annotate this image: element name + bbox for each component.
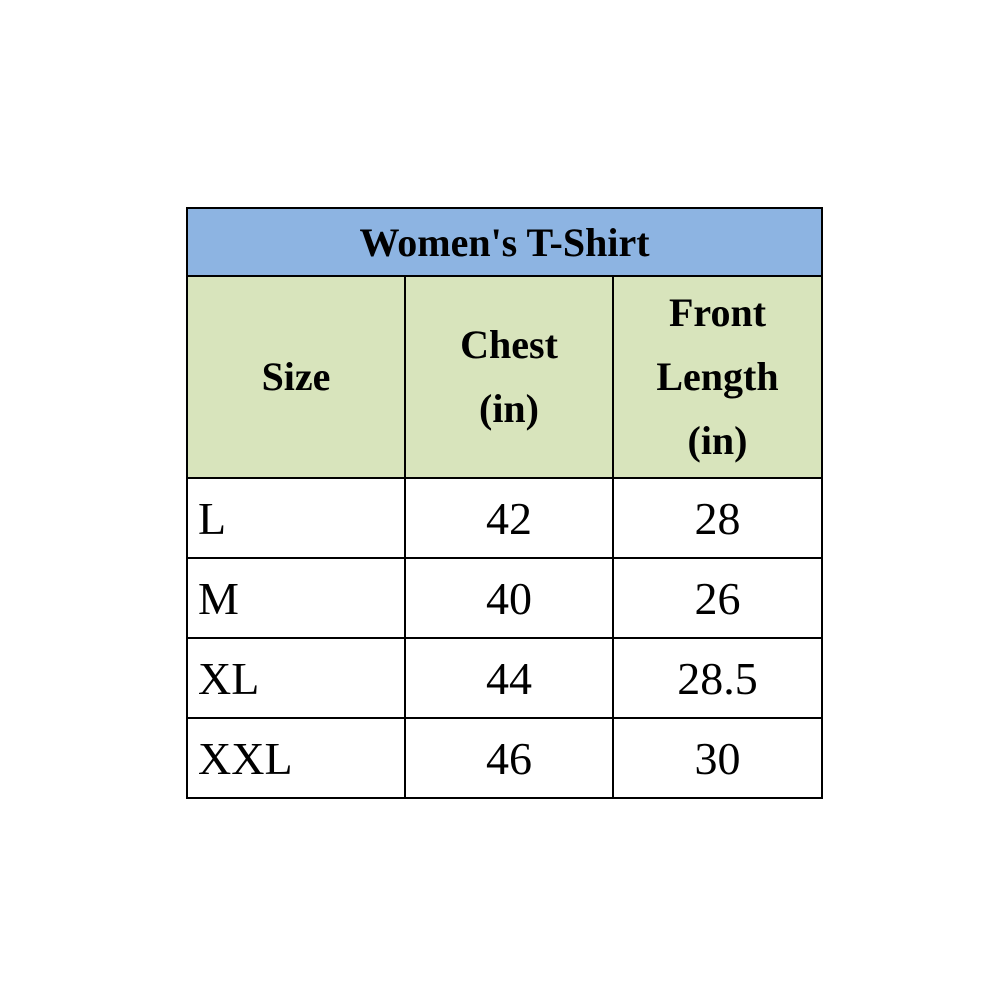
cell-chest: 46	[404, 717, 614, 799]
header-chest: Chest (in)	[404, 275, 614, 479]
header-size: Size	[186, 275, 406, 479]
cell-front-length: 30	[612, 717, 823, 799]
cell-chest: 40	[404, 557, 614, 639]
cell-chest: 44	[404, 637, 614, 719]
table-title: Women's T-Shirt	[186, 207, 823, 277]
cell-front-length: 28	[612, 477, 823, 559]
header-row: Size Chest (in) Front Length (in)	[186, 275, 823, 479]
size-chart-table: Women's T-Shirt Size Chest (in) Front Le…	[186, 207, 823, 799]
table-row: M 40 26	[186, 557, 823, 639]
table-row: XL 44 28.5	[186, 637, 823, 719]
cell-chest: 42	[404, 477, 614, 559]
header-front-length: Front Length (in)	[612, 275, 823, 479]
cell-front-length: 28.5	[612, 637, 823, 719]
header-chest-line: (in)	[479, 386, 539, 431]
table-row: L 42 28	[186, 477, 823, 559]
table-row: XXL 46 30	[186, 717, 823, 799]
cell-size: XL	[186, 637, 406, 719]
cell-size: L	[186, 477, 406, 559]
header-front-length-line: Front	[668, 290, 767, 335]
header-chest-line: Chest	[460, 322, 558, 367]
cell-front-length: 26	[612, 557, 823, 639]
cell-size: XXL	[186, 717, 406, 799]
header-front-length-line: Length	[656, 354, 779, 399]
header-front-length-line: (in)	[687, 418, 748, 463]
cell-size: M	[186, 557, 406, 639]
